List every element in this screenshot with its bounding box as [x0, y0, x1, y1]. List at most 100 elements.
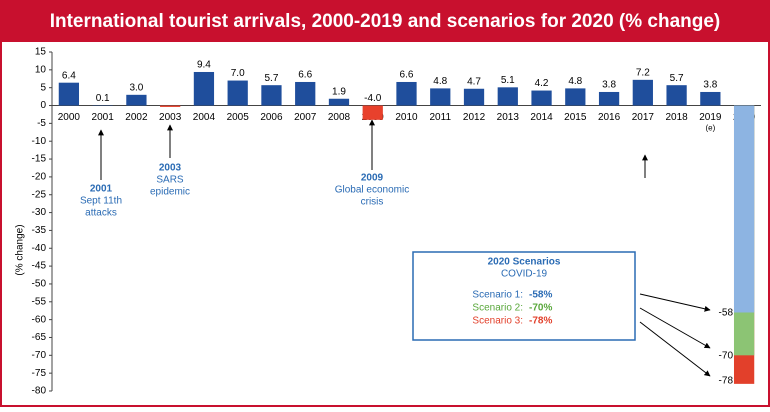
scenario-bar — [734, 106, 754, 313]
value-label: 6.4 — [62, 70, 76, 81]
y-tick-label: -75 — [32, 368, 47, 379]
y-tick-label: -5 — [37, 118, 46, 129]
value-label: 4.8 — [568, 76, 582, 87]
y-tick-label: 10 — [35, 64, 47, 75]
scenario-name: Scenario 1: — [472, 290, 523, 301]
y-tick-label: -25 — [32, 189, 47, 200]
value-label: 3.8 — [703, 80, 717, 91]
value-label: 4.8 — [433, 76, 447, 87]
x-tick-label: 2007 — [294, 112, 317, 123]
bar — [363, 106, 383, 120]
value-label: 5.7 — [264, 73, 278, 84]
scenario-value: -70% — [529, 303, 552, 314]
bar — [464, 89, 484, 106]
x-tick-label: 2002 — [125, 112, 148, 123]
scenario-name: Scenario 2: — [472, 303, 523, 314]
y-tick-label: -10 — [32, 136, 47, 147]
bar — [700, 92, 720, 106]
value-label: 4.2 — [535, 78, 549, 89]
y-tick-label: -30 — [32, 207, 47, 218]
value-label: 5.7 — [670, 73, 684, 84]
x-tick-label: 2014 — [530, 112, 553, 123]
y-tick-label: -70 — [32, 350, 47, 361]
annotation: Global economic — [335, 185, 409, 196]
value-label: 1.9 — [332, 86, 346, 97]
y-tick-label: -80 — [32, 386, 47, 397]
scenario-end-label: -78 — [719, 376, 734, 387]
x-tick-label: 2017 — [632, 112, 655, 123]
bar — [126, 95, 146, 106]
x-tick-label: 2018 — [665, 112, 688, 123]
y-axis-label: (% change) — [15, 224, 26, 275]
bar — [59, 83, 79, 106]
value-label: 6.6 — [400, 70, 414, 81]
y-tick-label: -55 — [32, 296, 47, 307]
value-label: 4.7 — [467, 76, 481, 87]
bar — [531, 91, 551, 106]
annotation: crisis — [361, 197, 384, 208]
bar — [633, 80, 653, 106]
x-tick-label: 2012 — [463, 112, 486, 123]
annotation: 2003 — [159, 163, 182, 174]
bar — [666, 85, 686, 105]
x-tick-label: 2019 — [699, 112, 722, 123]
annotation: 2009 — [361, 173, 384, 184]
value-label: 6.6 — [298, 70, 312, 81]
x-tick-label: 2000 — [58, 112, 81, 123]
x-tick-label: 2008 — [328, 112, 351, 123]
bar — [329, 99, 349, 106]
bar — [160, 106, 180, 107]
y-tick-label: -35 — [32, 225, 47, 236]
chart-title: International tourist arrivals, 2000-201… — [50, 11, 721, 32]
scenario-end-label: -58 — [719, 308, 734, 319]
bar — [261, 85, 281, 105]
x-tick-label: 2010 — [395, 112, 418, 123]
y-tick-label: 15 — [35, 47, 47, 58]
y-tick-label: -65 — [32, 332, 47, 343]
value-label: 3.0 — [129, 82, 143, 93]
x-tick-label: 2016 — [598, 112, 621, 123]
x-tick-label: 2003 — [159, 112, 182, 123]
x-tick-label: 2011 — [430, 112, 452, 123]
scenario-end-label: -70 — [719, 351, 734, 362]
scenario-value: -58% — [529, 290, 552, 301]
bar — [565, 88, 585, 105]
x-tick-note: (e) — [705, 124, 715, 133]
y-tick-label: -45 — [32, 261, 47, 272]
value-label: 9.4 — [197, 60, 211, 71]
annotation: SARS — [156, 175, 184, 186]
y-tick-label: -40 — [32, 243, 47, 254]
x-tick-label: 2001 — [92, 112, 115, 123]
bar — [498, 87, 518, 105]
bar — [430, 88, 450, 105]
y-tick-label: 5 — [40, 82, 46, 93]
y-tick-label: -15 — [32, 154, 47, 165]
bar — [295, 82, 315, 106]
value-label: -4.0 — [364, 93, 382, 104]
bar — [599, 92, 619, 106]
scenario-name: Scenario 3: — [472, 316, 523, 327]
y-tick-label: -60 — [32, 314, 47, 325]
value-label: 7.2 — [636, 67, 650, 78]
x-tick-label: 2006 — [260, 112, 283, 123]
bar — [396, 82, 416, 106]
annotation: 2001 — [90, 184, 113, 195]
annotation: Sept 11th — [80, 196, 122, 207]
value-label: 7.0 — [231, 68, 245, 79]
x-tick-label: 2004 — [193, 112, 216, 123]
scenario-title: 2020 Scenarios — [488, 257, 561, 268]
scenario-subtitle: COVID-19 — [501, 269, 548, 280]
annotation: attacks — [85, 208, 117, 219]
x-tick-label: 2013 — [497, 112, 520, 123]
scenario-value: -78% — [529, 316, 552, 327]
y-tick-label: -50 — [32, 279, 47, 290]
x-tick-label: 2015 — [564, 112, 587, 123]
x-tick-label: 2005 — [227, 112, 250, 123]
bar — [194, 72, 214, 106]
value-label: 5.1 — [501, 75, 515, 86]
y-tick-label: -20 — [32, 172, 47, 183]
value-label: 0.1 — [96, 93, 110, 104]
y-tick-label: 0 — [40, 100, 46, 111]
value-label: 3.8 — [602, 80, 616, 91]
